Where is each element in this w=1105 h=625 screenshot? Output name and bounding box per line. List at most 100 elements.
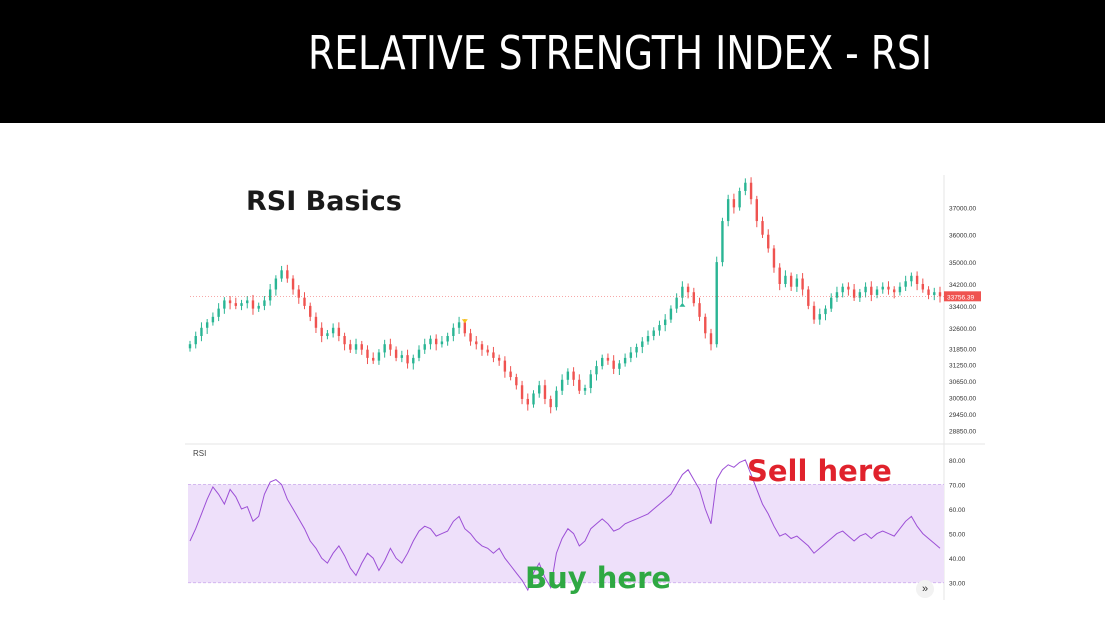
candle-body (406, 355, 409, 364)
candle-body (400, 355, 404, 358)
candle-body (337, 327, 341, 336)
candle-body (475, 341, 478, 345)
rsi-band (188, 484, 944, 583)
rsi-axis-tick: 50.00 (949, 532, 966, 539)
candle-body (938, 292, 942, 297)
candle-body (646, 336, 650, 342)
candle-body (841, 286, 844, 293)
rsi-axis-tick: 40.00 (949, 556, 966, 563)
candle-body (372, 357, 375, 361)
candle-body (738, 190, 741, 208)
candle-body (366, 349, 369, 358)
candle-body (704, 316, 707, 334)
double-chevron-right-icon[interactable]: » (916, 580, 934, 598)
candle-body (263, 300, 266, 306)
candle-body (835, 292, 839, 298)
signal-marker-down (461, 319, 468, 324)
candle-body (578, 379, 581, 391)
rsi-axis-tick: 70.00 (949, 482, 966, 489)
candle-body (824, 308, 827, 315)
candle-body (343, 336, 346, 345)
candle-body (755, 199, 758, 222)
candle-body (240, 303, 243, 306)
candle-body (211, 316, 215, 323)
candle-body (675, 297, 678, 309)
candle-body (326, 333, 329, 336)
candle-body (492, 352, 495, 358)
candle-body (601, 357, 604, 367)
candle-body (686, 286, 690, 293)
candle-body (744, 182, 747, 191)
price-axis-tick: 30650.00 (949, 379, 976, 386)
candle-body (927, 289, 930, 295)
candle-body (331, 327, 335, 334)
candle-body (812, 305, 816, 320)
candle-body (612, 360, 615, 369)
chart-subtitle: RSI Basics (246, 186, 402, 217)
candle-body (830, 297, 833, 309)
candle-body (251, 300, 255, 309)
candle-body (423, 344, 426, 350)
candle-body (767, 234, 770, 249)
candle-body (566, 371, 570, 380)
price-axis-tick: 36000.00 (949, 233, 976, 240)
candle-body (749, 182, 753, 200)
candle-body (194, 336, 197, 345)
candle-body (286, 270, 289, 279)
candle-body (188, 344, 192, 349)
candle-body (417, 349, 421, 358)
candle-body (652, 330, 655, 336)
candle-body (469, 333, 472, 342)
candle-body (440, 341, 444, 345)
candle-body (635, 346, 638, 353)
candle-body (709, 333, 713, 345)
candle-body (761, 221, 764, 235)
candle-body (394, 349, 398, 358)
candle-body (538, 385, 541, 394)
page-title: RELATIVE STRENGTH INDEX - RSI (308, 26, 933, 80)
candle-body (629, 352, 633, 358)
buy-annotation: Buy here (525, 561, 672, 595)
candle-body (583, 388, 587, 391)
price-axis-tick: 33400.00 (949, 304, 976, 311)
candle-body (870, 286, 873, 295)
candle-body (389, 344, 392, 350)
candle-body (383, 344, 386, 353)
candle-body (801, 278, 804, 290)
candle-body (349, 344, 352, 350)
candle-body (543, 385, 547, 399)
price-axis-tick: 37000.00 (949, 205, 976, 212)
candle-body (434, 338, 438, 345)
candle-body (784, 275, 787, 284)
candle-body (297, 289, 300, 298)
candle-body (669, 308, 673, 320)
candle-body (228, 300, 232, 304)
candle-body (354, 344, 358, 350)
candle-body (520, 385, 524, 399)
candle-body (910, 275, 913, 282)
candle-body (933, 292, 936, 295)
candle-body (526, 398, 529, 405)
candle-body (858, 292, 862, 298)
candle-body (658, 325, 661, 331)
candle-body (807, 289, 810, 306)
candle-body (446, 336, 449, 342)
candle-body (360, 344, 363, 350)
rsi-pane-label: RSI (193, 449, 207, 458)
price-axis-tick: 28850.00 (949, 428, 976, 435)
candle-body (795, 278, 799, 287)
candle-body (532, 393, 535, 405)
rsi-axis-tick: 80.00 (949, 458, 966, 465)
rsi-axis-tick: 30.00 (949, 581, 966, 588)
price-axis-tick: 32600.00 (949, 326, 976, 333)
candle-body (246, 300, 249, 304)
candle-body (234, 303, 238, 306)
candle-body (864, 286, 867, 293)
candle-body (463, 322, 467, 334)
candle-body (515, 377, 518, 386)
candle-body (257, 305, 260, 309)
price-axis-tick: 30050.00 (949, 396, 976, 403)
price-axis-tick: 29450.00 (949, 412, 976, 419)
candle-body (589, 374, 592, 388)
candle-body (223, 300, 226, 309)
